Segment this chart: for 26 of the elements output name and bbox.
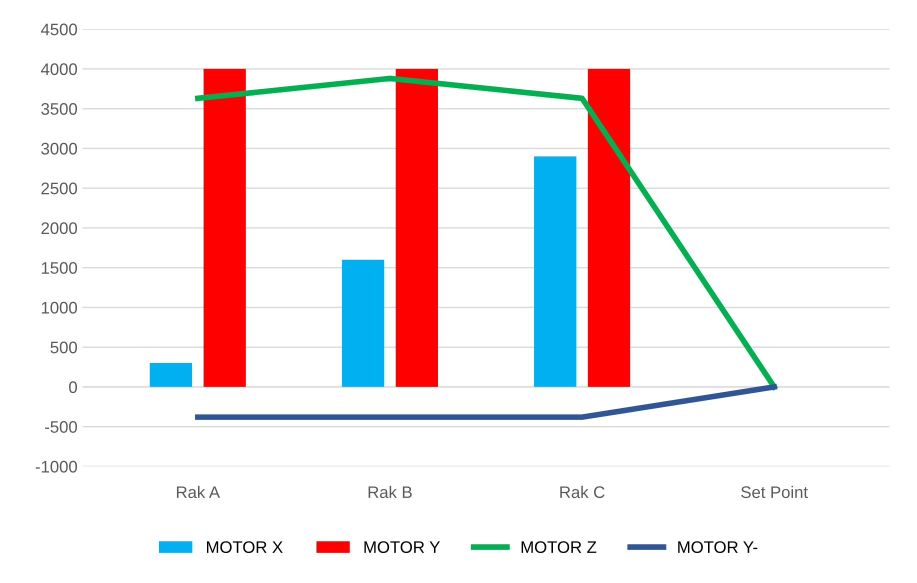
y-tick-label: 4500 xyxy=(40,24,78,36)
y-tick-label: 4000 xyxy=(40,63,78,76)
legend-label: MOTOR Y xyxy=(364,541,440,554)
y-tick-label: 1500 xyxy=(42,262,78,274)
y-tick-label: 3500 xyxy=(41,103,78,115)
bar xyxy=(150,363,192,387)
x-tick-label: Set Point xyxy=(741,486,808,498)
y-tick-label: 1000 xyxy=(42,302,78,314)
x-tick-label: Rak B xyxy=(368,486,412,498)
y-tick-label: -1000 xyxy=(36,460,78,473)
x-tick-label: Rak A xyxy=(176,486,220,498)
bar xyxy=(204,68,246,387)
legend-label: MOTOR X xyxy=(206,541,283,554)
bar xyxy=(396,68,438,387)
y-tick-label: 2500 xyxy=(41,182,78,194)
bar xyxy=(588,68,630,387)
bar xyxy=(534,156,576,387)
y-tick-label: 2000 xyxy=(41,222,78,234)
legend-label: MOTOR Y- xyxy=(678,541,758,554)
legend-label: MOTOR Z xyxy=(522,541,596,554)
y-tick-label: 0 xyxy=(69,381,78,394)
bar xyxy=(342,260,384,387)
y-tick-label: 3000 xyxy=(41,142,78,155)
y-tick-label: -500 xyxy=(45,421,78,433)
x-tick-label: Rak C xyxy=(560,486,605,498)
y-tick-label: 500 xyxy=(50,342,78,354)
